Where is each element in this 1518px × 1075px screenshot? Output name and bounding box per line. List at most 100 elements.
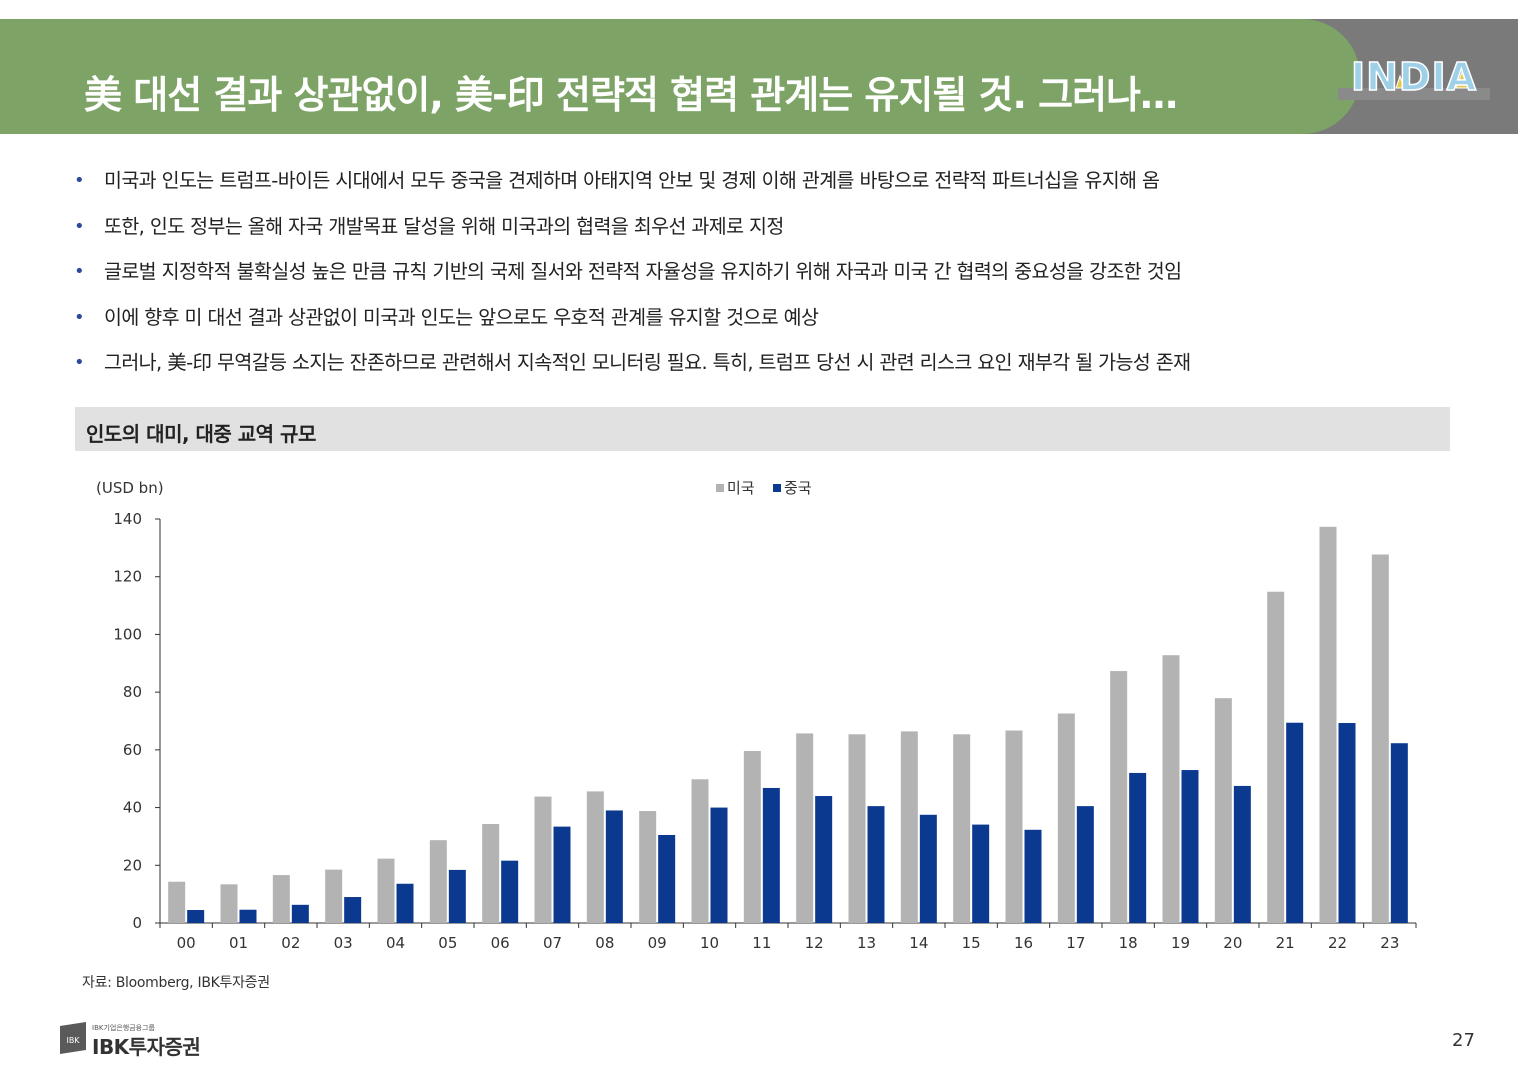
bar-us xyxy=(1214,698,1232,923)
x-tick-label: 02 xyxy=(281,934,300,952)
bar-china xyxy=(1233,785,1251,923)
bar-us xyxy=(796,733,814,923)
bar-china xyxy=(867,806,885,923)
bar-us xyxy=(220,884,238,923)
x-tick-label: 09 xyxy=(648,934,667,952)
bar-china xyxy=(448,869,466,923)
bar-us xyxy=(272,875,290,923)
bar-us xyxy=(482,824,500,923)
bar-china xyxy=(501,860,519,923)
list-item: • 글로벌 지정학적 불확실성 높은 만큼 규칙 기반의 국제 질서와 전략적 자… xyxy=(74,260,1182,283)
bar-us xyxy=(429,840,447,923)
bullet-dot-icon: • xyxy=(74,261,85,282)
logo-group-name: IBK기업은행금융그룹 xyxy=(92,1024,155,1032)
bullet-list: • 미국과 인도는 트럼프-바이든 시대에서 모두 중국을 견제하며 아태지역 안… xyxy=(74,170,1474,398)
bar-china xyxy=(762,787,780,923)
bar-us xyxy=(1267,591,1285,923)
bullet-dot-icon: • xyxy=(74,352,85,373)
bar-china xyxy=(710,807,728,923)
source-note: 자료: Bloomberg, IBK투자증권 xyxy=(82,975,270,991)
page-title: 美 대선 결과 상관없이, 美-印 전략적 협력 관계는 유지될 것. 그러나… xyxy=(84,73,1178,117)
bar-us xyxy=(586,791,604,923)
bar-china xyxy=(344,897,362,923)
bar-china xyxy=(1129,772,1147,923)
x-tick-label: 04 xyxy=(386,934,405,952)
y-tick-label: 120 xyxy=(113,568,142,586)
bar-us xyxy=(691,779,709,923)
bar-china xyxy=(815,796,833,923)
badge-text: INDIA xyxy=(1351,58,1477,99)
bar-us xyxy=(1162,655,1180,923)
x-tick-label: 10 xyxy=(700,934,719,952)
bar-china xyxy=(605,810,623,923)
bar-us xyxy=(900,731,918,923)
bar-china xyxy=(291,904,309,923)
x-tick-label: 16 xyxy=(1014,934,1033,952)
y-tick-label: 40 xyxy=(123,799,142,817)
section-bar xyxy=(75,407,1450,451)
x-tick-label: 08 xyxy=(595,934,614,952)
bar-us xyxy=(1319,526,1337,923)
x-tick-label: 06 xyxy=(491,934,510,952)
bar-china xyxy=(972,824,990,923)
y-tick-label: 100 xyxy=(113,625,142,643)
bar-china xyxy=(553,826,571,923)
bullet-dot-icon: • xyxy=(74,170,85,191)
bar-us xyxy=(953,734,971,923)
bar-china xyxy=(239,909,257,923)
bar-china xyxy=(1076,806,1094,923)
x-tick-label: 00 xyxy=(177,934,196,952)
x-tick-label: 12 xyxy=(805,934,824,952)
bar-us xyxy=(848,734,866,923)
bar-us xyxy=(325,869,343,923)
legend-label: 미국 xyxy=(727,479,755,497)
x-tick-label: 07 xyxy=(543,934,562,952)
bar-us xyxy=(377,858,395,923)
x-tick-label: 18 xyxy=(1119,934,1138,952)
bar-us xyxy=(1371,554,1389,923)
bar-china xyxy=(396,883,414,923)
bar-china xyxy=(1181,770,1199,923)
list-item: • 이에 향후 미 대선 결과 상관없이 미국과 인도는 앞으로도 우호적 관계를… xyxy=(74,305,819,329)
x-tick-label: 20 xyxy=(1223,934,1242,952)
bar-us xyxy=(639,811,657,923)
list-item: • 그러나, 美-印 무역갈등 소지는 잔존하므로 관련해서 지속적인 모니터링 … xyxy=(74,351,1191,374)
bar-china xyxy=(1286,722,1304,923)
bar-us xyxy=(743,751,761,923)
section-title: 인도의 대미, 대중 교역 규모 xyxy=(86,422,316,446)
ibk-logo-icon: IBK xyxy=(60,1022,86,1054)
y-tick-label: 80 xyxy=(123,683,142,701)
bar-china xyxy=(1024,829,1042,923)
x-tick-label: 17 xyxy=(1066,934,1085,952)
bar-us xyxy=(1005,730,1023,923)
list-item: • 또한, 인도 정부는 올해 자국 개발목표 달성을 위해 미국과의 협력을 최… xyxy=(74,214,784,238)
list-item: • 미국과 인도는 트럼프-바이든 시대에서 모두 중국을 견제하며 아태지역 안… xyxy=(74,169,1160,192)
india-badge-icon: INDIA xyxy=(1338,58,1490,100)
x-tick-label: 11 xyxy=(752,934,771,952)
header-title-bar xyxy=(0,19,1360,134)
y-tick-label: 140 xyxy=(113,510,142,528)
bar-china xyxy=(1338,723,1356,923)
x-tick-label: 23 xyxy=(1380,934,1399,952)
bar-china xyxy=(1390,743,1408,923)
x-tick-label: 01 xyxy=(229,934,248,952)
logo-company-name: IBK투자증권 xyxy=(92,1035,201,1059)
trade-bar-chart: (USD bn) 0 20 40 60 80 100 120 140 00 01 02 03 04 05 06… xyxy=(96,479,1417,952)
bar-china xyxy=(187,910,205,923)
svg-text:IBK: IBK xyxy=(66,1036,80,1045)
y-tick-label: 20 xyxy=(123,856,142,874)
x-tick-label: 21 xyxy=(1276,934,1295,952)
x-tick-label: 19 xyxy=(1171,934,1190,952)
bullet-dot-icon: • xyxy=(74,215,85,237)
x-tick-label: 13 xyxy=(857,934,876,952)
bar-us xyxy=(1110,671,1128,923)
y-tick-label: 0 xyxy=(132,914,142,932)
x-tick-label: 22 xyxy=(1328,934,1347,952)
y-axis-unit-label: (USD bn) xyxy=(96,479,164,497)
y-tick-label: 60 xyxy=(123,741,142,759)
x-tick-label: 14 xyxy=(909,934,928,952)
x-tick-label: 05 xyxy=(438,934,457,952)
bar-us xyxy=(168,881,186,923)
bar-us xyxy=(1057,713,1075,923)
page-number: 27 xyxy=(1452,1030,1475,1051)
